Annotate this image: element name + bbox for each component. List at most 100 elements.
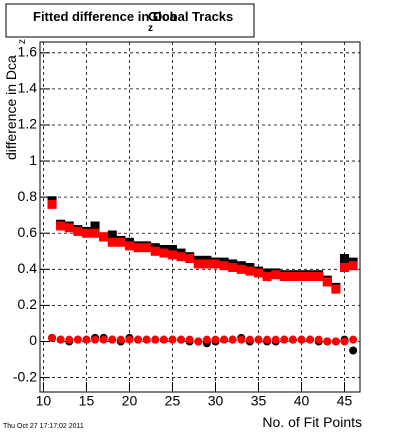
marker (177, 335, 186, 344)
marker (202, 259, 212, 269)
marker (56, 335, 65, 344)
title-subscript: z (148, 23, 153, 34)
y-tick-label: 0.8 (18, 188, 38, 204)
marker (116, 237, 126, 247)
marker (331, 337, 340, 346)
marker (90, 221, 100, 231)
marker (340, 337, 349, 346)
marker (116, 335, 125, 344)
x-tick-label: 15 (79, 393, 95, 409)
marker (168, 335, 177, 344)
marker (322, 277, 332, 287)
title-suffix: Global Tracks (148, 9, 233, 24)
marker (185, 335, 194, 344)
marker (193, 259, 203, 269)
x-tick-label: 10 (36, 393, 52, 409)
marker (107, 230, 117, 240)
marker (107, 237, 117, 247)
marker (340, 263, 350, 273)
marker (210, 259, 220, 269)
marker (82, 335, 91, 344)
marker (340, 253, 350, 263)
marker (271, 335, 280, 344)
marker (236, 264, 246, 274)
x-tick-label: 35 (251, 393, 267, 409)
marker (305, 272, 315, 282)
marker (245, 266, 255, 276)
marker (151, 335, 160, 344)
marker (349, 335, 358, 344)
marker (245, 335, 254, 344)
marker (280, 335, 289, 344)
marker (306, 335, 315, 344)
marker (194, 337, 203, 346)
marker (142, 335, 151, 344)
marker (253, 268, 263, 278)
y-tick-label: 1.2 (18, 116, 38, 132)
chart-title: Fitted difference in Dca (33, 9, 178, 24)
marker (228, 335, 237, 344)
marker (48, 333, 57, 342)
marker (237, 335, 246, 344)
timestamp: Thu Oct 27 17:17:02 2011 (3, 423, 84, 430)
y-tick-label: 1.6 (18, 44, 38, 60)
marker (150, 246, 160, 256)
marker (271, 270, 281, 280)
x-tick-label: 25 (165, 393, 181, 409)
marker (73, 335, 82, 344)
marker (279, 272, 289, 282)
marker (185, 253, 195, 263)
marker (323, 337, 332, 346)
y-tick-label: 1.4 (18, 80, 38, 96)
marker (133, 243, 143, 253)
marker (159, 335, 168, 344)
y-tick-label: 1 (29, 152, 37, 168)
x-tick-label: 40 (294, 393, 310, 409)
x-tick-label: 20 (122, 393, 138, 409)
marker (176, 252, 186, 262)
marker (288, 335, 297, 344)
marker (90, 228, 100, 238)
x-tick-label: 45 (337, 393, 353, 409)
marker (167, 250, 177, 260)
marker (108, 335, 117, 344)
marker (167, 244, 177, 254)
marker (219, 261, 229, 271)
marker (134, 335, 143, 344)
marker (314, 272, 324, 282)
marker (349, 346, 358, 355)
marker (202, 335, 211, 344)
marker (254, 335, 263, 344)
marker (211, 335, 220, 344)
marker (91, 335, 100, 344)
marker (288, 272, 298, 282)
marker (263, 335, 272, 344)
marker (73, 226, 83, 236)
marker (47, 199, 57, 209)
x-tick-label: 30 (208, 393, 224, 409)
marker (65, 335, 74, 344)
marker (297, 272, 307, 282)
plot-frame (39, 41, 361, 393)
marker (348, 261, 358, 271)
y-axis-label-subscript: z (17, 39, 28, 44)
y-tick-label: 0 (29, 332, 37, 348)
marker (228, 263, 238, 273)
marker (262, 272, 272, 282)
y-tick-label: 0.4 (18, 260, 38, 276)
marker (125, 335, 134, 344)
x-axis-label: No. of Fit Points (262, 414, 362, 430)
y-tick-label: 0.6 (18, 224, 38, 240)
marker (297, 335, 306, 344)
marker (159, 248, 169, 258)
marker (142, 243, 152, 253)
marker (56, 221, 66, 231)
marker (220, 335, 229, 344)
y-tick-label: -0.2 (13, 368, 37, 384)
marker (331, 284, 341, 294)
y-tick-label: 0.2 (18, 296, 38, 312)
title-box (5, 3, 255, 38)
marker (99, 232, 109, 242)
